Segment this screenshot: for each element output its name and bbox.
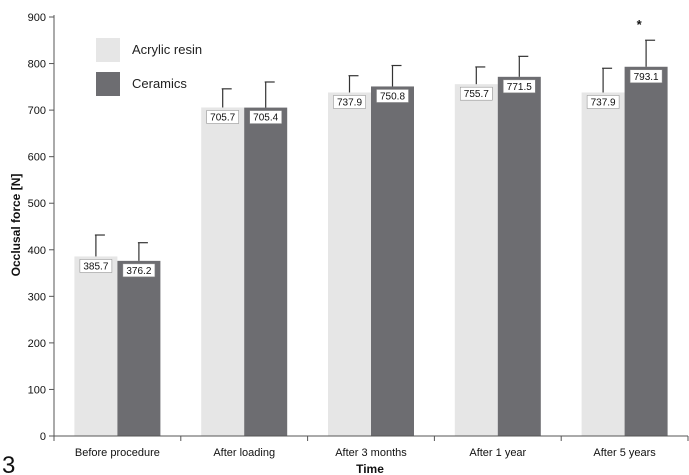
y-tick-label: 400	[28, 245, 46, 257]
y-tick-label: 600	[28, 152, 46, 164]
y-tick-label: 500	[28, 198, 46, 210]
legend-label: Ceramics	[132, 76, 187, 91]
x-tick-label: Before procedure	[75, 447, 160, 459]
error-bars-layer	[94, 39, 656, 261]
value-label-box	[460, 86, 493, 101]
y-tick-label: 200	[28, 338, 46, 350]
y-tick-label: 700	[28, 105, 46, 117]
panel-label: 3	[2, 452, 15, 475]
value-label: 376.2	[126, 266, 151, 277]
value-label: 771.5	[507, 82, 532, 93]
bar	[624, 66, 668, 437]
bar	[454, 84, 498, 437]
value-label: 737.9	[591, 97, 616, 108]
bar	[74, 256, 118, 436]
legend-swatch	[96, 72, 120, 96]
y-tick-label: 300	[28, 291, 46, 303]
bar	[201, 107, 245, 436]
legend: Acrylic resin Ceramics	[96, 38, 202, 96]
value-label: 385.7	[83, 261, 108, 272]
legend-swatch	[96, 38, 120, 62]
x-tick-label: After 1 year	[469, 447, 526, 459]
bar	[581, 92, 625, 436]
value-label-box	[206, 110, 239, 124]
value-label-box	[629, 69, 663, 84]
y-tick-label: 900	[28, 12, 46, 24]
y-tick-label: 100	[28, 384, 46, 396]
value-label: 755.7	[464, 89, 489, 100]
value-label: 705.7	[210, 112, 235, 123]
value-label: 793.1	[634, 72, 659, 83]
x-axis-title: Time	[356, 462, 384, 475]
value-label-box	[79, 259, 113, 273]
bar	[244, 107, 288, 437]
value-label-box	[333, 95, 366, 109]
value-label-box	[586, 95, 620, 109]
bar	[497, 76, 541, 437]
y-tick-label: 0	[40, 431, 46, 443]
y-axis-title: Occlusal force [N]	[9, 174, 23, 277]
value-label-box	[503, 79, 536, 94]
x-tick-label: After 3 months	[335, 447, 407, 459]
significance-marker: *	[637, 17, 643, 32]
value-labels-layer: 385.7 705.7 737.9 755.7 737.9 376.2 705.4 750.8…	[79, 17, 663, 278]
value-label: 750.8	[380, 91, 405, 102]
bar	[371, 86, 414, 437]
value-label-box	[122, 263, 156, 278]
bars-layer	[74, 66, 668, 437]
legend-label: Acrylic resin	[132, 42, 202, 57]
y-tick-label: 800	[28, 59, 46, 71]
bar	[328, 92, 371, 436]
value-label: 737.9	[337, 97, 362, 108]
value-label-box	[249, 110, 282, 124]
bar	[117, 260, 161, 436]
value-label-box	[376, 89, 409, 103]
x-tick-label: After loading	[213, 447, 275, 459]
x-tick-label: After 5 years	[593, 447, 656, 459]
axes-layer: 0 100 200 300 400 500 600 700 800 900 Before proce…	[28, 12, 689, 459]
value-label: 705.4	[253, 113, 278, 124]
